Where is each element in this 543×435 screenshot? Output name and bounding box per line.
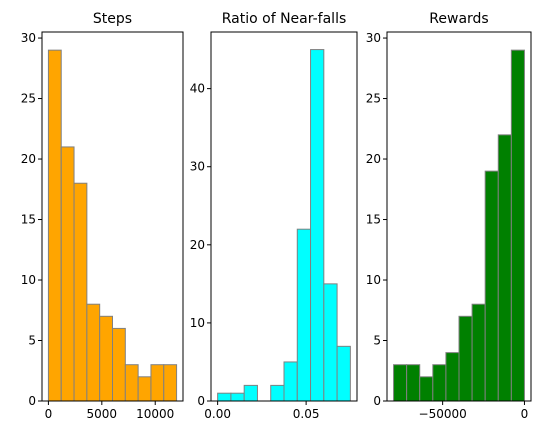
histogram-bar	[230, 392, 245, 402]
histogram-bar	[86, 303, 101, 402]
y-tick-label: 20	[190, 238, 205, 252]
histogram-bar	[310, 49, 325, 402]
histogram-bar	[283, 361, 298, 402]
panel-rewards: Rewards −50000 0 0 5 10 15 20 25 30	[366, 11, 532, 421]
histogram-bar	[484, 170, 499, 402]
axes-frame	[386, 31, 532, 402]
panel-steps: Steps 0 5000 10000 0 5 10 15 20 25 30	[21, 11, 184, 421]
axes-frame	[210, 31, 358, 402]
histogram-bar	[47, 49, 62, 402]
histogram-bar	[458, 315, 473, 402]
y-tick-label: 15	[366, 213, 381, 227]
panel-title: Steps	[93, 11, 132, 27]
histogram-bar	[243, 384, 258, 402]
y-tick-label: 10	[190, 316, 205, 330]
histogram-bar	[510, 49, 525, 402]
histogram-bar	[99, 315, 113, 402]
histogram-bar	[217, 392, 232, 402]
histogram-bar	[163, 364, 178, 402]
histogram-bar	[445, 352, 460, 402]
y-tick-label: 40	[190, 82, 205, 96]
axes-frame	[41, 31, 184, 402]
histogram-bar	[419, 376, 434, 402]
y-tick-label: 0	[28, 394, 36, 408]
panel-title: Rewards	[429, 11, 488, 27]
histogram-bar	[270, 384, 285, 402]
histogram-bar	[336, 345, 351, 402]
histogram-bar	[471, 303, 486, 402]
histogram-bar	[112, 327, 126, 402]
histogram-bar	[323, 283, 338, 402]
x-tick-label: −50000	[419, 407, 467, 421]
y-tick-label: 0	[197, 394, 205, 408]
histogram-bar	[497, 134, 512, 402]
histogram-bar	[124, 364, 139, 402]
y-tick-label: 20	[366, 152, 381, 166]
panel-title: Ratio of Near-falls	[222, 11, 347, 27]
y-tick-label: 10	[21, 273, 36, 287]
y-tick-label: 15	[21, 213, 36, 227]
histogram-bar	[406, 364, 421, 402]
y-tick-label: 20	[21, 152, 36, 166]
histogram-bar	[150, 364, 165, 402]
y-tick-label: 30	[21, 31, 36, 45]
y-tick-label: 10	[366, 273, 381, 287]
x-tick-label: 0.00	[204, 407, 231, 421]
panel-near-falls-ratio: Ratio of Near-falls 0.00 0.05 0 10 20 30 40	[190, 11, 358, 421]
y-tick-label: 25	[366, 92, 381, 106]
y-tick-label: 5	[28, 334, 36, 348]
histogram-bar	[393, 364, 408, 402]
y-tick-label: 0	[373, 394, 381, 408]
x-tick-label: 10000	[136, 407, 174, 421]
y-tick-label: 30	[190, 160, 205, 174]
histogram-bar	[60, 146, 75, 402]
histogram-bar	[296, 228, 312, 402]
x-tick-label: 0.05	[293, 407, 320, 421]
histogram-bar	[432, 364, 447, 402]
y-tick-label: 25	[21, 92, 36, 106]
histogram-bar	[73, 182, 88, 402]
x-tick-label: 5000	[87, 407, 118, 421]
x-tick-label: 0	[45, 407, 53, 421]
y-tick-label: 5	[373, 334, 381, 348]
histogram-bar	[137, 376, 152, 402]
x-tick-label: 0	[521, 407, 529, 421]
y-tick-label: 30	[366, 31, 381, 45]
